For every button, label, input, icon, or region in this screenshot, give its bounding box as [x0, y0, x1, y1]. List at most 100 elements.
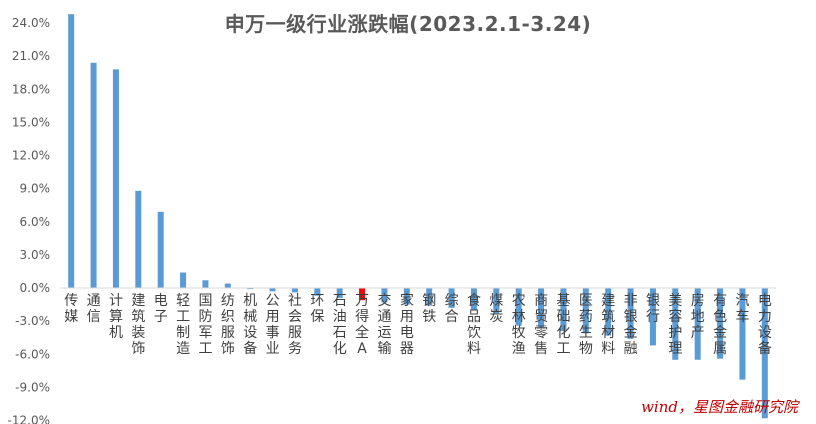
y-tick-label: 24.0% — [12, 16, 50, 30]
svg-text:钢: 钢 — [422, 293, 436, 309]
svg-text:防: 防 — [198, 309, 212, 325]
svg-text:合: 合 — [445, 309, 459, 325]
svg-text:计: 计 — [109, 293, 123, 309]
svg-text:制: 制 — [176, 325, 190, 341]
svg-text:车: 车 — [735, 308, 749, 325]
bar — [470, 288, 477, 311]
y-tick-label: 3.0% — [20, 248, 51, 262]
category-label: 通信 — [87, 293, 101, 325]
source-note: wind，星图金融研究院 — [641, 398, 798, 416]
svg-text:织: 织 — [221, 309, 235, 325]
svg-text:服: 服 — [288, 325, 302, 341]
svg-text:饰: 饰 — [221, 341, 235, 357]
svg-text:筑: 筑 — [131, 309, 145, 325]
bar — [291, 288, 298, 293]
svg-text:农: 农 — [512, 293, 526, 309]
svg-text:器: 器 — [400, 341, 414, 357]
svg-text:业: 业 — [266, 341, 280, 357]
bar — [314, 288, 321, 296]
category-label: 钢铁 — [422, 293, 436, 325]
svg-text:工: 工 — [176, 309, 190, 325]
svg-text:产: 产 — [691, 325, 705, 341]
bar — [739, 288, 746, 380]
svg-text:机: 机 — [109, 325, 123, 341]
svg-text:金: 金 — [713, 325, 727, 341]
svg-text:药: 药 — [579, 309, 593, 325]
svg-text:造: 造 — [176, 341, 190, 357]
y-tick-label: 9.0% — [20, 182, 51, 196]
bar — [515, 288, 522, 326]
svg-text:交: 交 — [377, 292, 391, 309]
svg-text:石: 石 — [333, 325, 347, 341]
category-label: 煤炭 — [489, 293, 503, 325]
bar — [627, 288, 634, 339]
svg-text:炭: 炭 — [489, 309, 503, 325]
svg-text:械: 械 — [243, 309, 257, 325]
svg-text:全: 全 — [355, 324, 369, 341]
svg-text:容: 容 — [668, 308, 682, 325]
svg-text:理: 理 — [668, 341, 682, 357]
svg-text:银: 银 — [624, 309, 638, 325]
y-tick-label: -12.0% — [8, 414, 50, 424]
svg-text:售: 售 — [534, 341, 548, 357]
category-label: 综合 — [445, 293, 459, 325]
svg-text:料: 料 — [467, 341, 481, 357]
svg-text:生: 生 — [579, 325, 593, 341]
svg-text:行: 行 — [646, 309, 660, 325]
svg-text:基: 基 — [556, 292, 570, 309]
svg-text:工: 工 — [198, 341, 212, 357]
svg-text:零: 零 — [534, 325, 548, 341]
y-tick-label: -3.0% — [15, 314, 50, 328]
svg-text:机: 机 — [243, 293, 257, 309]
bar — [672, 288, 679, 360]
svg-text:色: 色 — [713, 308, 727, 325]
svg-text:建: 建 — [131, 293, 145, 309]
svg-text:融: 融 — [624, 341, 638, 357]
bar — [359, 288, 366, 301]
svg-text:渔: 渔 — [512, 341, 526, 357]
svg-text:电: 电 — [758, 293, 772, 309]
bar — [224, 283, 231, 288]
bar — [112, 69, 119, 288]
svg-text:煤: 煤 — [489, 293, 503, 309]
category-label: 房地产 — [691, 293, 705, 341]
bar — [761, 288, 768, 419]
svg-text:国: 国 — [198, 293, 212, 309]
svg-text:护: 护 — [668, 325, 682, 341]
svg-text:力: 力 — [758, 309, 772, 325]
svg-text:材: 材 — [601, 325, 615, 341]
svg-text:医: 医 — [579, 293, 593, 309]
svg-text:会: 会 — [288, 309, 302, 325]
svg-text:万: 万 — [355, 293, 369, 309]
bar — [180, 272, 187, 288]
svg-text:贸: 贸 — [534, 309, 548, 325]
svg-text:筑: 筑 — [601, 309, 615, 325]
svg-text:非: 非 — [624, 293, 638, 309]
svg-text:设: 设 — [758, 325, 772, 341]
svg-text:房: 房 — [691, 293, 705, 309]
svg-text:家: 家 — [400, 292, 414, 309]
y-tick-label: 6.0% — [20, 215, 51, 229]
category-label: 环保 — [310, 293, 324, 325]
bar — [135, 190, 142, 288]
bar — [649, 288, 656, 346]
svg-text:服: 服 — [221, 325, 235, 341]
svg-text:运: 运 — [377, 325, 391, 341]
svg-text:工: 工 — [556, 341, 570, 357]
svg-text:料: 料 — [601, 341, 615, 357]
svg-text:子: 子 — [154, 309, 168, 325]
y-tick-label: 12.0% — [12, 149, 50, 163]
svg-text:金: 金 — [624, 325, 638, 341]
svg-text:军: 军 — [198, 325, 212, 341]
category-label: 银行 — [646, 293, 660, 325]
